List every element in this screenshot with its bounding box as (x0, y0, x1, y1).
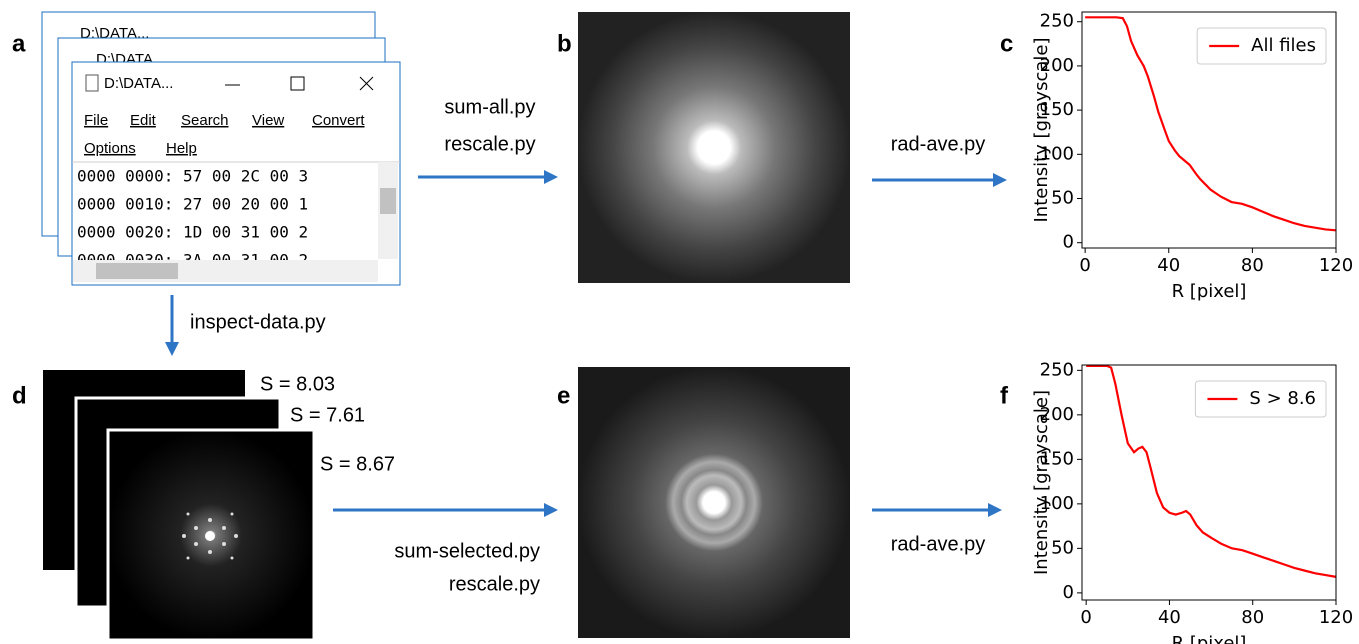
panel-label: d (12, 382, 27, 409)
y-tick-label: 50 (1051, 188, 1074, 209)
menu-item[interactable]: Edit (130, 112, 157, 129)
x-axis-label: R [pixel] (1172, 633, 1247, 644)
y-tick-label: 0 (1063, 582, 1074, 603)
script-name: rescale.py (449, 573, 540, 595)
panel-label: e (557, 382, 570, 409)
legend-label: All files (1251, 35, 1316, 56)
scroll-thumb[interactable] (96, 263, 178, 279)
panel-label: f (1000, 382, 1009, 409)
y-tick-label: 0 (1063, 232, 1074, 253)
y-axis-label: Intensity [grayscale] (1031, 37, 1052, 222)
x-tick-label: 80 (1241, 255, 1264, 276)
x-tick-label: 80 (1241, 607, 1264, 628)
hex-line: 0000 0020: 1D 00 31 00 2 (77, 223, 308, 242)
x-tick-label: 0 (1079, 255, 1090, 276)
score: S = 7.61 (290, 404, 365, 426)
arrow-head (544, 170, 558, 184)
x-tick-label: 40 (1157, 255, 1180, 276)
x-tick-label: 40 (1158, 607, 1181, 628)
scroll-thumb[interactable] (380, 188, 396, 214)
diffraction-image (578, 12, 850, 283)
y-axis-label: Intensity [grayscale] (1031, 390, 1052, 575)
hex-line: 0000 0000: 57 00 2C 00 3 (77, 167, 308, 186)
score: S = 8.03 (260, 373, 335, 395)
script-name: inspect-data.py (190, 311, 326, 333)
menu-item[interactable]: View (252, 112, 284, 129)
menu-item[interactable]: Convert (312, 112, 365, 129)
arrow-head (993, 173, 1007, 187)
y-tick-label: 250 (1040, 11, 1074, 32)
script-name: sum-all.py (444, 96, 535, 118)
legend-label: S > 8.6 (1249, 388, 1316, 409)
arrow-head (165, 342, 179, 356)
menu-item[interactable]: Search (181, 112, 229, 129)
panel-label: b (557, 30, 572, 57)
x-tick-label: 0 (1080, 607, 1091, 628)
panel-label: a (12, 30, 26, 57)
x-tick-label: 120 (1319, 255, 1353, 276)
arrow-head (544, 503, 558, 517)
figure: a D:\DATA... D:\DATA... D:\DATA... FileE… (0, 0, 1359, 644)
window-title: D:\DATA... (104, 75, 173, 92)
y-tick-label: 250 (1040, 359, 1074, 380)
menu-item[interactable]: Help (166, 140, 197, 157)
menu-item[interactable]: File (84, 112, 108, 129)
x-axis-label: R [pixel] (1172, 281, 1247, 302)
y-tick-label: 50 (1051, 537, 1074, 558)
script-name: rescale.py (444, 133, 535, 155)
panel-label: c (1000, 30, 1013, 57)
x-tick-label: 120 (1319, 607, 1353, 628)
script-name: sum-selected.py (394, 540, 540, 562)
diffraction-image (578, 367, 850, 638)
arrow-head (988, 503, 1002, 517)
score: S = 8.67 (320, 453, 395, 475)
script-name: rad-ave.py (891, 533, 986, 555)
hex-line: 0000 0010: 27 00 20 00 1 (77, 195, 308, 214)
menu-item[interactable]: Options (84, 140, 136, 157)
script-name: rad-ave.py (891, 133, 986, 155)
